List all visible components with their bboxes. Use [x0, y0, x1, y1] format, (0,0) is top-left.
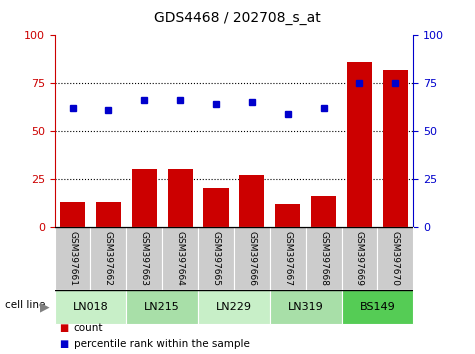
Text: LN319: LN319	[288, 302, 323, 312]
Bar	[198, 290, 270, 324]
Text: BS149: BS149	[360, 302, 395, 312]
Bar	[198, 227, 234, 290]
Bar	[342, 290, 413, 324]
Bar	[347, 62, 372, 227]
Bar	[311, 196, 336, 227]
Bar	[126, 290, 198, 324]
Text: GSM397663: GSM397663	[140, 231, 149, 286]
Bar	[162, 227, 198, 290]
Bar	[239, 175, 265, 227]
Bar	[378, 227, 413, 290]
Text: GSM397670: GSM397670	[391, 231, 400, 286]
Bar	[168, 169, 193, 227]
Bar	[383, 70, 408, 227]
Bar	[275, 204, 300, 227]
Bar	[342, 227, 378, 290]
Text: count: count	[74, 323, 103, 333]
Text: LN215: LN215	[144, 302, 180, 312]
Bar	[270, 227, 306, 290]
Text: GSM397664: GSM397664	[176, 231, 185, 286]
Bar	[55, 290, 126, 324]
Bar	[132, 169, 157, 227]
Bar	[91, 227, 126, 290]
Bar	[203, 188, 228, 227]
Text: GDS4468 / 202708_s_at: GDS4468 / 202708_s_at	[154, 11, 321, 25]
Text: percentile rank within the sample: percentile rank within the sample	[74, 339, 249, 349]
Text: GSM397665: GSM397665	[211, 231, 220, 286]
Bar	[55, 227, 91, 290]
Bar	[306, 227, 342, 290]
Text: GSM397669: GSM397669	[355, 231, 364, 286]
Text: GSM397668: GSM397668	[319, 231, 328, 286]
Bar	[234, 227, 270, 290]
Text: GSM397661: GSM397661	[68, 231, 77, 286]
Text: cell line: cell line	[5, 300, 45, 310]
Bar	[60, 202, 85, 227]
Text: GSM397667: GSM397667	[283, 231, 292, 286]
Bar	[126, 227, 162, 290]
Bar	[270, 290, 342, 324]
Text: ■: ■	[59, 339, 68, 349]
Text: ▶: ▶	[40, 301, 50, 314]
Text: GSM397662: GSM397662	[104, 231, 113, 286]
Text: LN018: LN018	[73, 302, 108, 312]
Text: GSM397666: GSM397666	[247, 231, 257, 286]
Bar	[96, 202, 121, 227]
Text: LN229: LN229	[216, 302, 252, 312]
Text: ■: ■	[59, 323, 68, 333]
